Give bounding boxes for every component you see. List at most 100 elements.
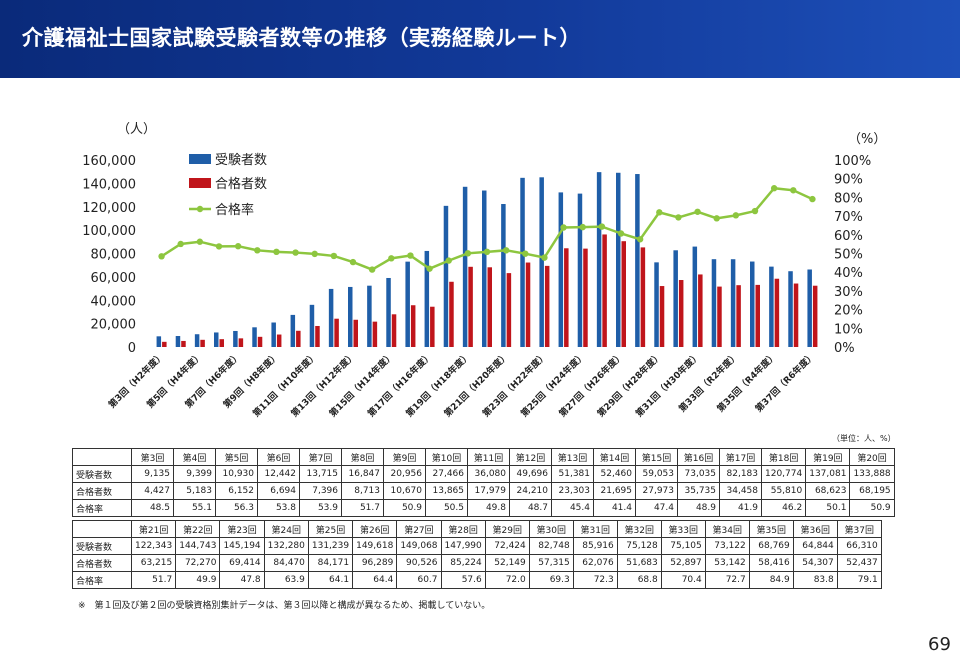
page-number: 69 xyxy=(928,634,951,655)
table-cell: 149,068 xyxy=(396,537,442,555)
bar-examinees xyxy=(673,250,678,347)
legend-marker-pass-rate xyxy=(196,205,204,213)
bar-examinees xyxy=(443,205,449,347)
table-header-cell: 第10回 xyxy=(425,448,468,466)
bar-passers xyxy=(430,306,435,347)
table-row-label: 受験者数 xyxy=(72,537,132,555)
table-cell: 60.7 xyxy=(396,571,442,589)
pass-rate-point xyxy=(675,214,682,221)
pass-rate-point xyxy=(598,223,606,230)
y2-tick-label: 30% xyxy=(834,285,863,300)
table-header-cell: 第11回 xyxy=(467,448,510,466)
bar-passers xyxy=(487,267,492,347)
x-tick-label: 第23回（H22年度） xyxy=(480,350,550,420)
bar-examinees xyxy=(367,285,372,347)
table-cell: 72.7 xyxy=(704,571,750,589)
table-cell: 147,990 xyxy=(440,537,486,555)
table-header-row: 第3回 第4回 第5回 第6回 第7回 第8回 第9回 第10回 第11回 第12回 第13回 第14… xyxy=(72,448,895,466)
bar-passers xyxy=(257,336,263,347)
table-cell: 9,135 xyxy=(131,465,174,483)
table-cell: 63.9 xyxy=(263,571,309,589)
table-cell: 52,460 xyxy=(593,465,636,483)
table-cell: 144,743 xyxy=(175,537,221,555)
table-cell: 41.9 xyxy=(719,499,762,517)
table-cell: 73,122 xyxy=(704,537,750,555)
x-tick-label: 第13回（H12年度） xyxy=(288,350,358,420)
pass-rate-point xyxy=(177,240,184,248)
pass-rate-point xyxy=(694,208,701,215)
table-cell: 59,053 xyxy=(635,465,678,483)
bar-passers xyxy=(717,286,722,347)
bar-examinees xyxy=(596,172,602,347)
table-cell: 149,618 xyxy=(352,537,398,555)
table-cell: 72,424 xyxy=(484,537,530,555)
table-header-row: 第21回 第22回 第23回 第24回 第25回 第26回 第27回 第28回 第29回 第30回… xyxy=(72,520,882,538)
table-cell: 57,315 xyxy=(528,554,574,572)
table-cell: 58,416 xyxy=(748,554,794,572)
header-bar: 介護福祉士国家試験受験者数等の推移（実務経験ルート） xyxy=(0,0,960,78)
table-cell: 13,865 xyxy=(425,482,468,500)
pass-rate-line xyxy=(160,186,813,271)
bar-passers xyxy=(449,281,454,347)
y-tick-label: 160,000 xyxy=(82,154,136,169)
bar-passers xyxy=(200,339,205,347)
bar-examinees xyxy=(769,266,774,347)
table-cell: 72.0 xyxy=(484,571,530,589)
bar-passers xyxy=(238,338,244,347)
table-row: 合格率 51.7 49.9 47.8 63.9 64.1 64.4 60.7 57.6 72.0 6… xyxy=(72,571,882,589)
bar-examinees xyxy=(730,259,736,347)
bar-passers xyxy=(678,280,684,347)
table-cell: 66,310 xyxy=(836,537,882,555)
y-tick-label: 80,000 xyxy=(91,248,137,263)
bar-examinees xyxy=(462,186,468,347)
bar-passers xyxy=(755,284,760,347)
table-cell: 55.1 xyxy=(173,499,216,517)
table-cell: 84.9 xyxy=(748,571,794,589)
y2-tick-label: 70% xyxy=(834,210,863,225)
table-cell: 45.4 xyxy=(551,499,594,517)
pass-rate-point xyxy=(349,258,357,266)
bar-passers xyxy=(525,262,531,347)
pass-rate-point xyxy=(636,236,644,243)
pass-rate-point xyxy=(292,249,299,256)
unit-note: （単位：人、%） xyxy=(832,434,896,443)
table-cell: 122,343 xyxy=(130,537,177,555)
table-cell: 48.5 xyxy=(131,499,174,517)
table-cell: 68,769 xyxy=(748,537,794,555)
pass-rate-point xyxy=(311,250,318,258)
table-cell: 35,735 xyxy=(677,482,720,500)
x-tick-label: 第37回（R6年度） xyxy=(753,350,818,415)
table-header-cell: 第21回 xyxy=(130,520,177,538)
bar-examinees xyxy=(424,250,430,347)
table-cell: 64,844 xyxy=(792,537,838,555)
pass-rate-point xyxy=(464,250,472,257)
pass-rate-line-group xyxy=(158,185,816,273)
pass-rate-point xyxy=(809,195,816,203)
table-cell: 73,035 xyxy=(677,465,720,483)
table-cell: 64.4 xyxy=(352,571,398,589)
table-header-cell: 第18回 xyxy=(760,448,807,466)
bar-examinees xyxy=(635,174,640,347)
table-header-cell: 第8回 xyxy=(341,448,384,466)
bar-examinees xyxy=(233,330,238,347)
table-header-cell: 第4回 xyxy=(173,448,216,466)
table-header-cell: 第31回 xyxy=(572,520,618,538)
table-cell: 51.7 xyxy=(341,499,384,517)
pass-rate-point xyxy=(790,187,797,194)
table-header-cell: 第20回 xyxy=(849,448,895,466)
pass-rate-point xyxy=(196,238,204,245)
pass-rate-point xyxy=(234,243,242,250)
table-cell: 64.1 xyxy=(307,571,354,589)
right-axis-unit: （%） xyxy=(848,132,886,147)
table-cell: 20,956 xyxy=(383,465,426,483)
bar-examinees xyxy=(405,261,410,347)
table-cell: 96,289 xyxy=(352,554,398,572)
right-axis-ticks: 0% 10% 20% 30% 40% 50% 60% 70% 80% 90% 100% xyxy=(834,154,871,356)
table-cell: 53.9 xyxy=(299,499,342,517)
table-cell: 75,128 xyxy=(616,537,662,555)
table-cell: 84,171 xyxy=(307,554,354,572)
y2-tick-label: 0% xyxy=(834,341,855,356)
y2-tick-label: 80% xyxy=(834,191,863,206)
bar-passers xyxy=(736,285,741,347)
